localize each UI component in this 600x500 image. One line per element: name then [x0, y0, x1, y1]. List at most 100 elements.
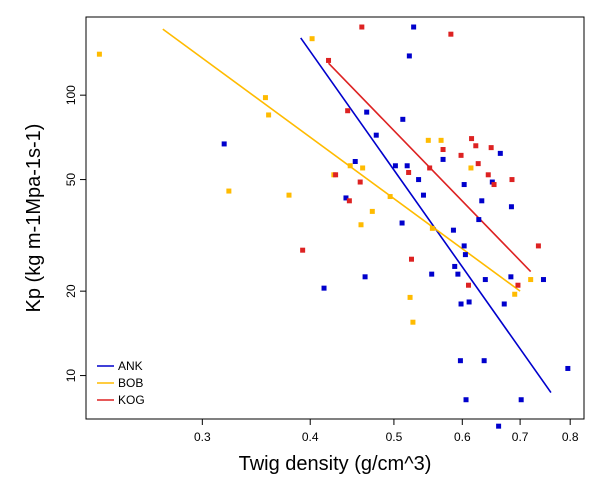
point-ank [321, 285, 327, 291]
point-bob [286, 192, 292, 198]
point-ank [540, 277, 546, 283]
point-bob [429, 225, 435, 231]
x-axis-title: Twig density (g/cm^3) [239, 453, 432, 475]
point-ank [452, 263, 458, 269]
point-kog [448, 31, 454, 37]
point-bob [369, 208, 375, 214]
y-tick-label: 50 [64, 173, 78, 187]
point-bob [438, 137, 444, 143]
point-kog [359, 24, 365, 30]
point-ank [440, 156, 446, 162]
point-ank [362, 274, 368, 280]
point-bob [347, 163, 353, 169]
point-bob [358, 222, 364, 228]
point-kog [509, 177, 515, 183]
point-ank [508, 274, 514, 280]
x-tick-label: 0.7 [512, 430, 529, 444]
point-ank [343, 195, 349, 201]
x-tick-label: 0.8 [562, 430, 579, 444]
point-ank [352, 158, 358, 164]
point-kog [469, 136, 475, 142]
point-ank [411, 24, 417, 30]
point-ank [466, 299, 472, 305]
point-ank [373, 132, 379, 138]
point-ank [420, 192, 426, 198]
point-bob [407, 294, 413, 300]
point-kog [491, 182, 497, 188]
point-kog [333, 172, 339, 178]
point-bob [262, 95, 268, 101]
point-kog [475, 161, 481, 167]
point-ank [457, 358, 463, 364]
point-bob [309, 36, 315, 42]
y-tick-label: 20 [64, 284, 78, 298]
point-bob [360, 165, 366, 171]
point-bob [387, 194, 393, 200]
point-kog [300, 247, 306, 253]
point-ank [501, 301, 507, 307]
point-kog [345, 108, 351, 114]
point-ank [508, 204, 514, 210]
point-bob [96, 51, 102, 57]
point-kog [346, 198, 352, 204]
point-ank [416, 177, 422, 183]
point-ank [482, 277, 488, 283]
point-kog [440, 147, 446, 153]
point-ank [481, 358, 487, 364]
point-ank [400, 116, 406, 122]
point-ank [221, 141, 227, 147]
point-kog [485, 172, 491, 178]
point-kog [357, 179, 363, 185]
point-ank [461, 243, 467, 249]
point-kog [535, 243, 541, 249]
point-ank [399, 220, 405, 226]
fit-line-bob [162, 28, 521, 292]
fit-line-ank [300, 37, 552, 393]
point-ank [518, 397, 524, 403]
point-ank [489, 179, 495, 185]
y-axis: 10 20 50 100 [64, 85, 86, 382]
x-tick-label: 0.5 [386, 430, 403, 444]
legend-label-ank: ANK [118, 359, 143, 373]
point-ank [450, 227, 456, 233]
y-axis-title: Kp (kg m-1Mpa-1s-1) [23, 124, 45, 313]
point-ank [406, 53, 412, 59]
point-bob [410, 319, 416, 325]
point-ank [462, 252, 468, 258]
point-kog [408, 256, 414, 262]
point-ank [392, 163, 398, 169]
x-tick-label: 0.4 [302, 430, 319, 444]
point-kog [465, 282, 471, 288]
point-ank [404, 163, 410, 169]
point-kog [488, 145, 494, 151]
point-ank [461, 182, 467, 188]
point-ank [479, 198, 485, 204]
x-axis: 0.3 0.4 0.5 0.6 0.7 0.8 [194, 419, 579, 444]
point-ank [455, 271, 461, 277]
point-kog [458, 152, 464, 158]
fit-lines [162, 28, 552, 393]
point-ank [496, 423, 502, 429]
x-tick-label: 0.3 [194, 430, 211, 444]
point-bob [512, 291, 518, 297]
legend-label-bob: BOB [118, 376, 143, 390]
point-ank [476, 217, 482, 223]
point-kog [473, 143, 479, 149]
data-points [96, 24, 571, 429]
point-bob [226, 188, 232, 194]
point-bob [468, 165, 474, 171]
point-bob [266, 112, 272, 118]
x-tick-label: 0.6 [454, 430, 471, 444]
plot-frame [85, 16, 585, 420]
point-bob [425, 137, 431, 143]
point-bob [528, 277, 534, 283]
legend-label-kog: KOG [118, 393, 145, 407]
point-ank [463, 397, 469, 403]
point-kog [326, 57, 332, 63]
point-ank [497, 150, 503, 156]
point-ank [429, 271, 435, 277]
point-ank [565, 365, 571, 371]
y-tick-label: 100 [64, 85, 78, 105]
y-tick-label: 10 [64, 369, 78, 383]
